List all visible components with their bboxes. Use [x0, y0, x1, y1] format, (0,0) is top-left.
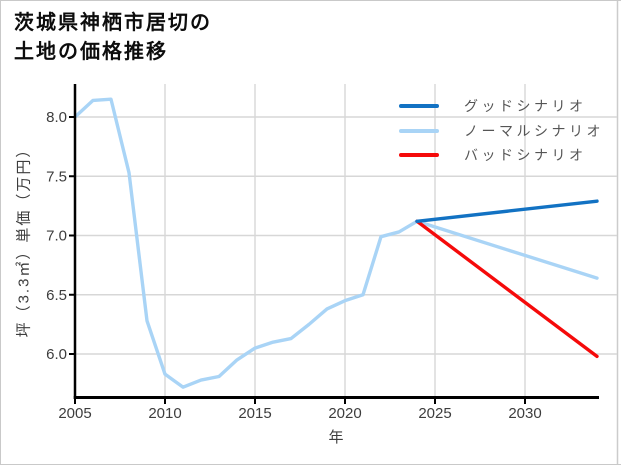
x-tick-label: 2005 — [58, 405, 91, 422]
chart-title-line2: 土地の価格推移 — [14, 41, 168, 63]
x-axis-label: 年 — [328, 429, 344, 446]
legend-item: グッドシナリオ — [399, 94, 604, 119]
y-axis-label: 坪（3.3㎡）単価（万円） — [15, 140, 33, 338]
legend-label: バッドシナリオ — [464, 147, 587, 164]
y-tick-label: 7.5 — [46, 168, 67, 185]
x-tick-label: 2025 — [418, 405, 451, 422]
chart-title: 茨城県神栖市居切の 土地の価格推移 — [14, 9, 212, 67]
y-tick-label: 8.0 — [46, 109, 67, 126]
y-tick-label: 6.0 — [46, 346, 67, 363]
legend-label: ノーマルシナリオ — [464, 122, 604, 139]
x-tick-label: 2030 — [508, 405, 541, 422]
x-tick-label: 2010 — [148, 405, 181, 422]
series-good-scenario — [415, 199, 599, 223]
x-tick-label: 2015 — [238, 405, 271, 422]
legend-line-swatch — [399, 128, 439, 133]
legend-item: ノーマルシナリオ — [399, 119, 604, 144]
x-tick-label: 2020 — [328, 405, 361, 422]
legend-item: バッドシナリオ — [399, 143, 604, 168]
y-tick-label: 6.5 — [46, 287, 67, 304]
legend: グッドシナリオ ノーマルシナリオ バッドシナリオ — [399, 94, 604, 168]
series-price-history — [73, 97, 419, 389]
legend-line-swatch — [399, 153, 439, 158]
series-normal-scenario — [415, 219, 599, 280]
series-bad-scenario — [415, 219, 599, 359]
legend-label: グッドシナリオ — [464, 98, 587, 115]
chart-title-line1: 茨城県神栖市居切の — [14, 12, 212, 34]
y-tick-label: 7.0 — [46, 228, 67, 245]
legend-line-swatch — [399, 104, 439, 109]
